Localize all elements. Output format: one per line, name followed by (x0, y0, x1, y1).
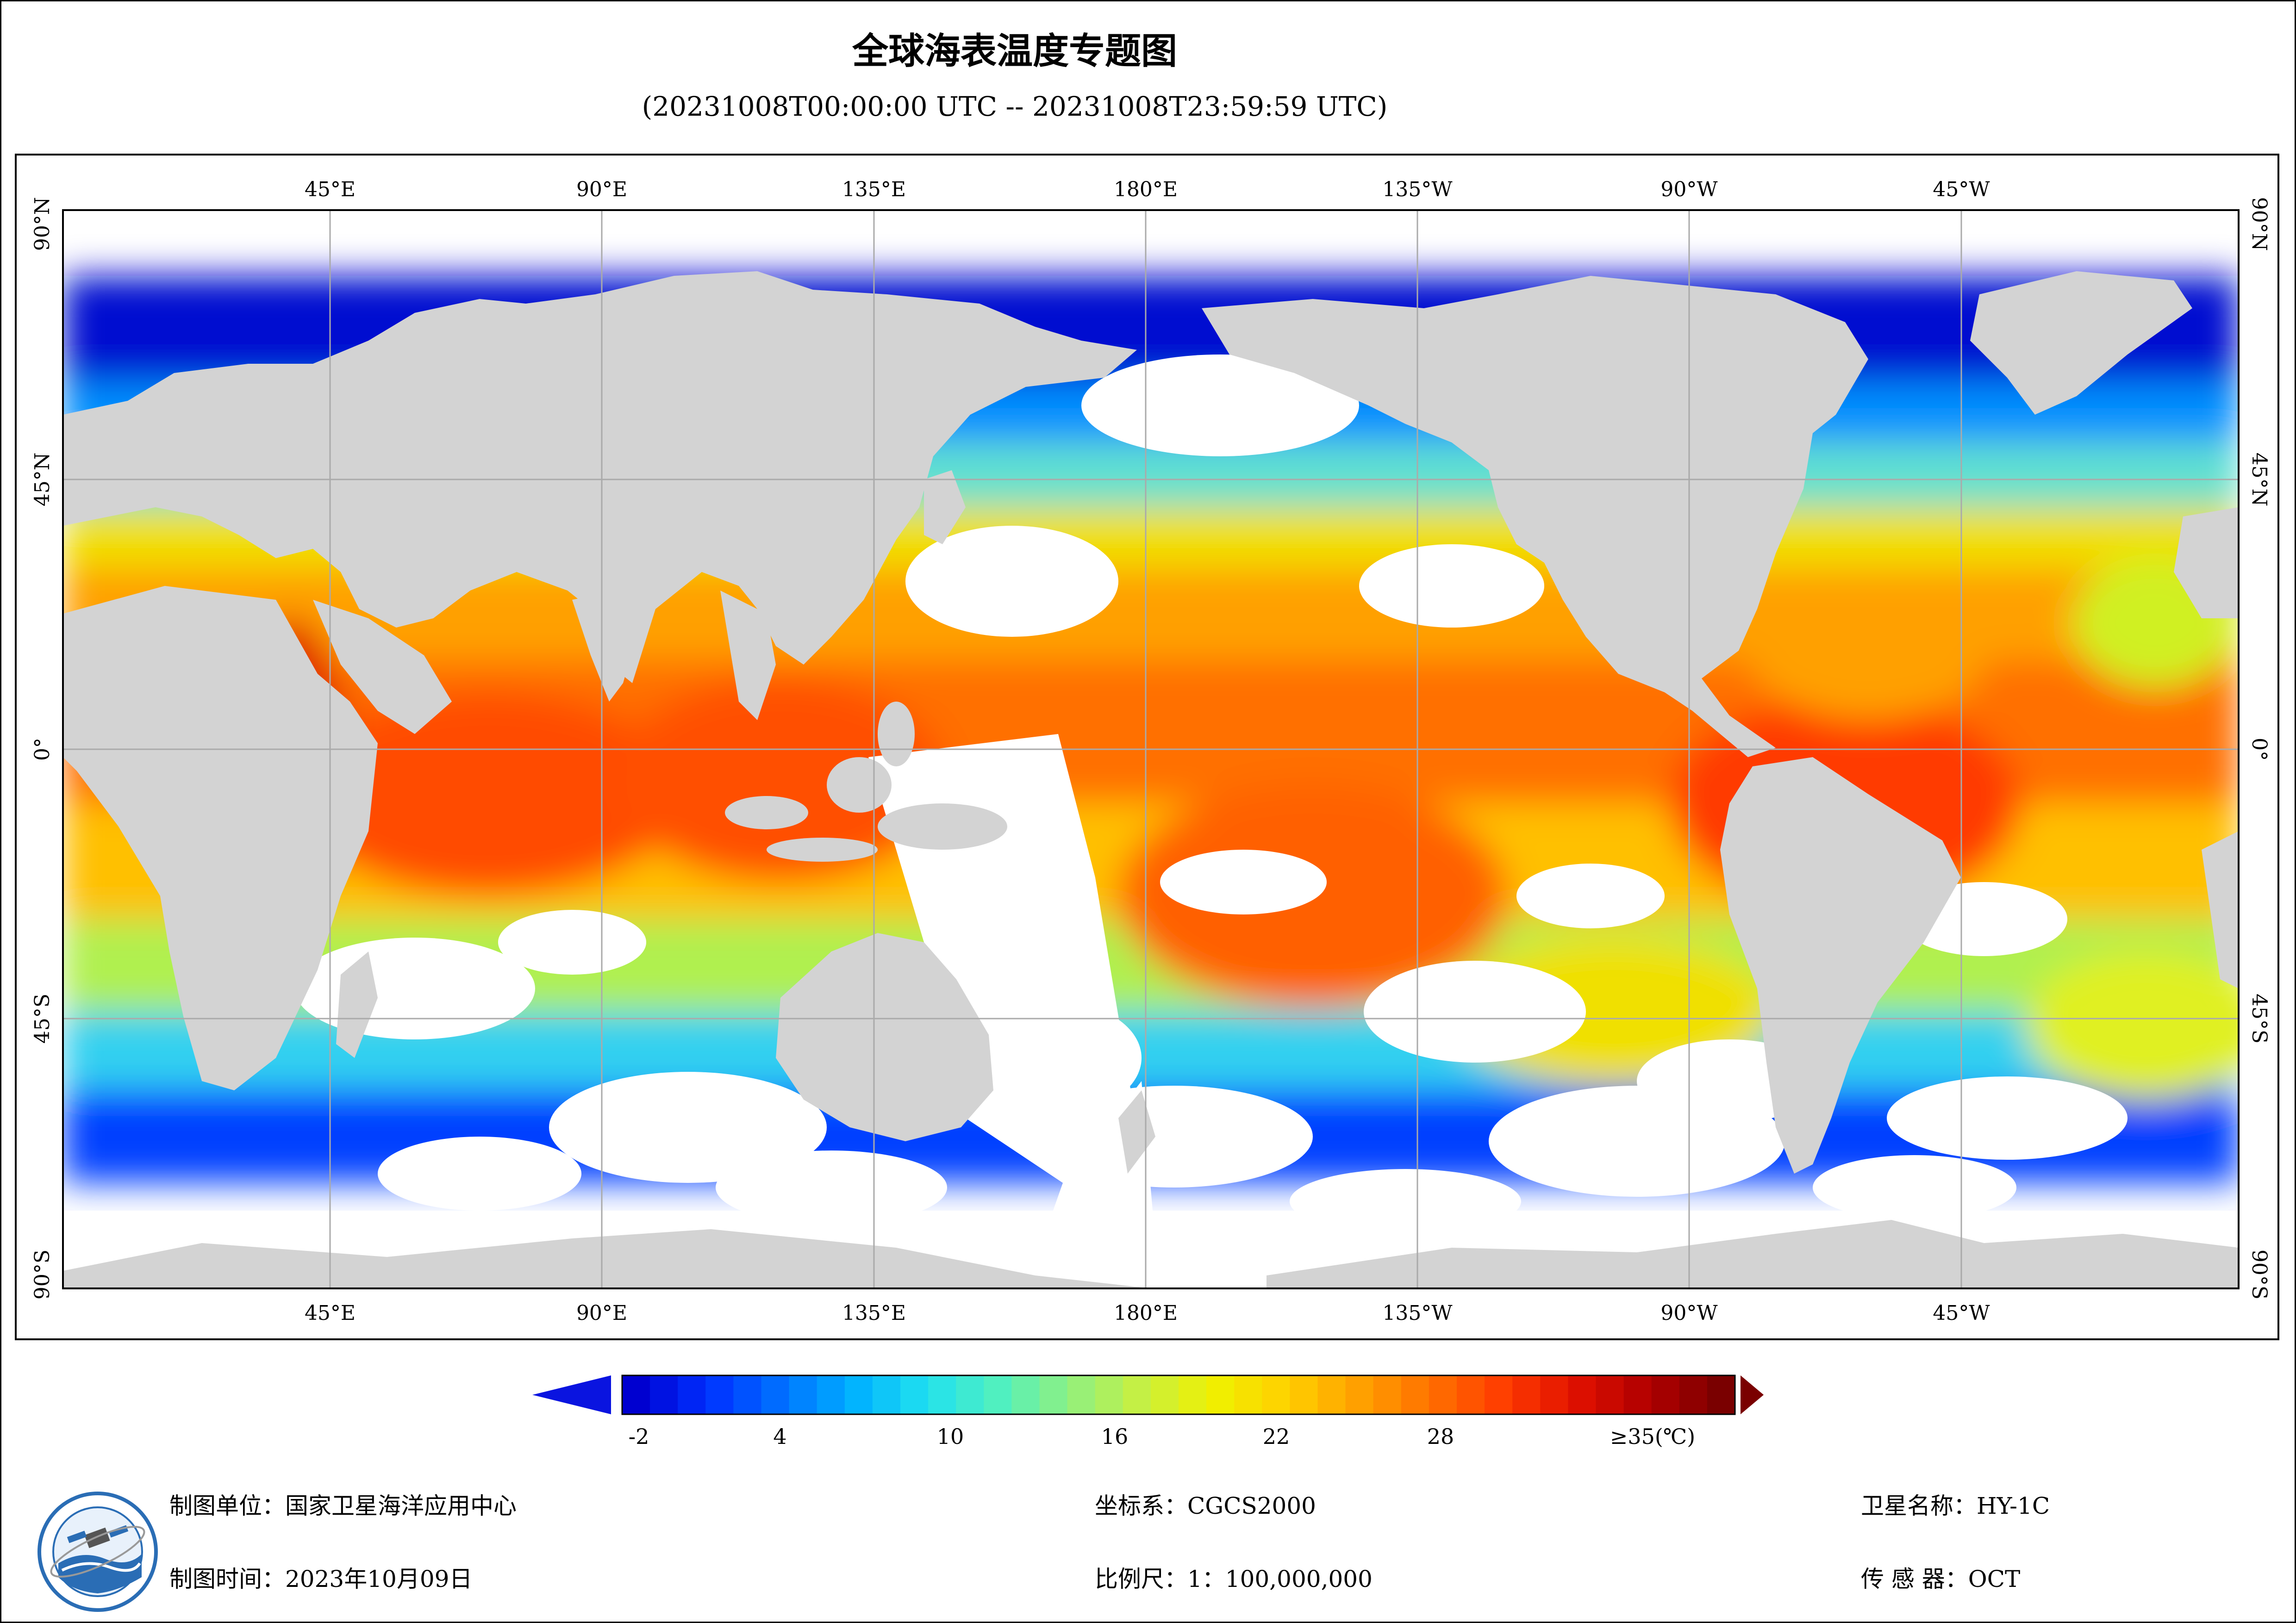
colorbar-cell (1401, 1375, 1429, 1414)
lat-label: 45°N (31, 453, 54, 507)
colorbar-cell (705, 1375, 734, 1414)
colorbar-cell (928, 1375, 957, 1414)
mapping-date: 制图时间：2023年10月09日 (169, 1566, 473, 1592)
colorbar-cell (1150, 1375, 1179, 1414)
colorbar-cell (1512, 1375, 1541, 1414)
map-image (63, 210, 2239, 1288)
nsoas-logo (37, 1492, 158, 1612)
graticule (63, 210, 2239, 1288)
time-range-subtitle: (20231008T00:00:00 UTC -- 20231008T23:59… (642, 91, 1388, 122)
colorbar-cell (1123, 1375, 1151, 1414)
lon-label: 45°W (1933, 178, 1990, 201)
colorbar-cell (956, 1375, 985, 1414)
colorbar-cell (1568, 1375, 1597, 1414)
lon-label: 180°E (1114, 1301, 1178, 1325)
colorbar-cell (1373, 1375, 1402, 1414)
page-title: 全球海表温度专题图 (852, 31, 1177, 72)
colorbar-cell (1707, 1375, 1735, 1414)
map-scale: 比例尺：1：100,000,000 (1095, 1566, 1373, 1592)
mapping-unit: 制图单位：国家卫星海洋应用中心 (169, 1492, 517, 1519)
colorbar-cell (1457, 1375, 1485, 1414)
colorbar-outline (621, 1374, 1736, 1415)
colorbar-cell (984, 1375, 1012, 1414)
lon-label: 135°E (842, 1301, 906, 1325)
colorbar-over-arrow (1741, 1375, 1764, 1414)
colorbar-cell (1540, 1375, 1569, 1414)
lat-label: 90°N (31, 197, 54, 251)
lat-labels-right: 90°N 45°N 0° 45°S 90°S (2247, 197, 2271, 1300)
lat-label: 45°N (2247, 453, 2271, 507)
lon-label: 90°E (576, 1301, 627, 1325)
lat-label: 90°S (2247, 1250, 2271, 1300)
land (63, 271, 2239, 1288)
lat-label: 0° (2247, 738, 2271, 761)
colorbar-cell (817, 1375, 845, 1414)
colorbar-under-arrow (532, 1375, 611, 1414)
colorbar-cell (1039, 1375, 1068, 1414)
legend-tick-label: 22 (1263, 1424, 1290, 1449)
lon-labels-bottom: 45°E 90°E 135°E 180°E 135°W 90°W 45°W (305, 1301, 1990, 1325)
map-frame: 45°E 90°E 135°E 180°E 135°W 90°W 45°W 45… (15, 154, 2279, 1340)
colorbar-cell (678, 1375, 706, 1414)
legend-tick-label: 10 (937, 1424, 964, 1449)
lon-label: 45°E (305, 178, 356, 201)
colorbar-cell (1262, 1375, 1291, 1414)
legend-tick-label: 4 (773, 1424, 786, 1449)
lon-label: 180°E (1114, 178, 1178, 201)
legend-max-label: ≥35(℃) (1610, 1424, 1695, 1449)
colorbar-cell (1206, 1375, 1235, 1414)
colorbar-cell (789, 1375, 817, 1414)
lon-label: 135°W (1382, 178, 1453, 201)
colorbar-cell (1179, 1375, 1207, 1414)
colorbar-cell (1317, 1375, 1346, 1414)
colorbar-cell (1679, 1375, 1708, 1414)
lon-labels-top: 45°E 90°E 135°E 180°E 135°W 90°W 45°W (305, 178, 1990, 201)
colorbar-cell (1290, 1375, 1318, 1414)
colorbar-cell (650, 1375, 679, 1414)
colorbar-cell (900, 1375, 929, 1414)
colorbar-gap (1736, 1375, 1741, 1414)
colorbar-cell (1234, 1375, 1263, 1414)
colorbar-cell (1485, 1375, 1513, 1414)
colorbar-legend: -2 4 10 16 22 28 ≥35(℃) (532, 1374, 1764, 1449)
lon-label: 45°W (1933, 1301, 1990, 1325)
colorbar-cell (1095, 1375, 1123, 1414)
colorbar-cell (844, 1375, 873, 1414)
colorbar-cell (1651, 1375, 1680, 1414)
lat-label: 90°N (2247, 197, 2271, 251)
colorbar-cell (872, 1375, 901, 1414)
lat-label: 0° (31, 738, 54, 761)
satellite-name: 卫星名称：HY-1C (1861, 1492, 2050, 1519)
lat-label: 45°S (31, 994, 54, 1044)
colorbar-cell (622, 1375, 651, 1414)
lat-label: 90°S (31, 1250, 54, 1300)
lon-label: 90°E (576, 178, 627, 201)
legend-tick-label: 28 (1427, 1424, 1454, 1449)
colorbar-cell (1429, 1375, 1457, 1414)
colorbar (622, 1375, 1735, 1414)
lon-label: 135°E (842, 178, 906, 201)
colorbar-cell (761, 1375, 790, 1414)
lon-label: 45°E (305, 1301, 356, 1325)
colorbar-cell (733, 1375, 762, 1414)
coordinate-system: 坐标系：CGCS2000 (1095, 1492, 1316, 1519)
sensor-name: 传 感 器：OCT (1861, 1566, 2021, 1592)
lat-labels-left: 90°N 45°N 0° 45°S 90°S (31, 197, 54, 1300)
lat-label: 45°S (2247, 994, 2271, 1044)
sst-map: 45°E 90°E 135°E 180°E 135°W 90°W 45°W 45… (31, 178, 2271, 1325)
legend-tick-label: -2 (629, 1424, 649, 1449)
lon-label: 135°W (1382, 1301, 1453, 1325)
colorbar-cell (1623, 1375, 1652, 1414)
colorbar-cell (1011, 1375, 1040, 1414)
legend-tick-label: 16 (1101, 1424, 1129, 1449)
colorbar-cell (1345, 1375, 1374, 1414)
colorbar-cell (1596, 1375, 1624, 1414)
colorbar-cell (1067, 1375, 1096, 1414)
lon-label: 90°W (1660, 178, 1718, 201)
map-data-frame (62, 209, 2240, 1289)
lon-label: 90°W (1660, 1301, 1718, 1325)
